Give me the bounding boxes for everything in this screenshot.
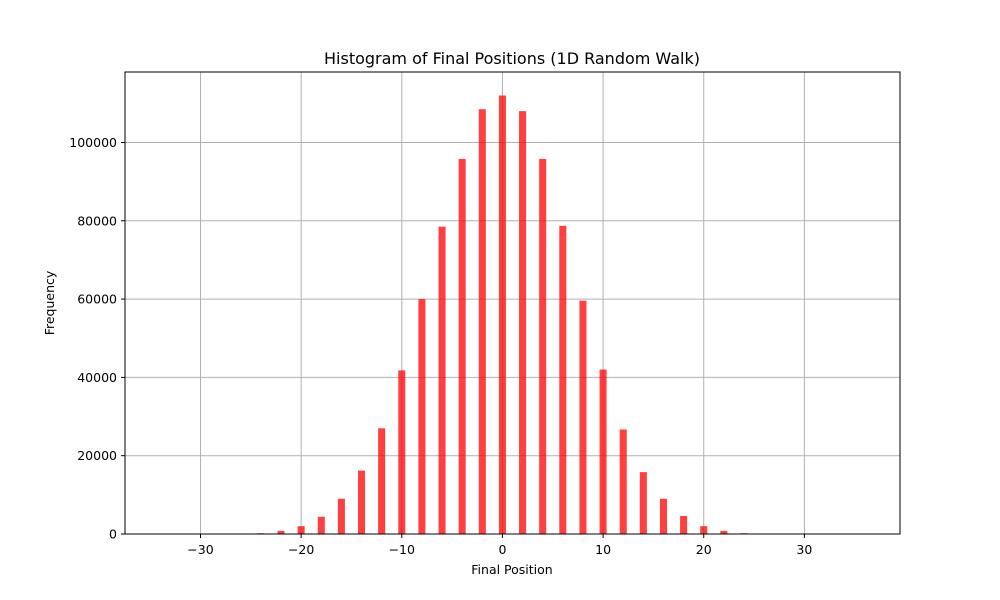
histogram-bar <box>418 299 426 534</box>
plot-frame <box>124 71 901 535</box>
y-tick-label: 60000 <box>77 292 117 307</box>
chart-title: Histogram of Final Positions (1D Random … <box>324 49 700 68</box>
histogram-bar <box>639 472 647 534</box>
y-tick-label: 20000 <box>77 448 117 463</box>
x-axis-ticks: −30 −20 −10 0 10 20 30 <box>187 534 812 557</box>
histogram-bar <box>277 530 285 534</box>
histogram-bar <box>317 516 325 534</box>
x-tick-label: −20 <box>288 542 314 557</box>
x-tick-label: 10 <box>595 542 611 557</box>
y-tick-label: 40000 <box>77 370 117 385</box>
histogram-bar <box>720 530 728 534</box>
histogram-bar <box>337 498 345 534</box>
histogram-bar <box>458 158 466 534</box>
x-tick-label: 0 <box>498 542 506 557</box>
x-tick-label: −10 <box>389 542 415 557</box>
histogram-bar <box>398 370 406 534</box>
histogram-bar <box>559 225 567 534</box>
histogram-bar <box>297 526 305 534</box>
histogram-bar <box>519 111 527 535</box>
histogram-bar <box>700 526 708 534</box>
x-tick-label: 30 <box>796 542 812 557</box>
histogram-bar <box>599 369 607 534</box>
histogram-bar <box>498 95 506 535</box>
histogram-bar <box>378 428 386 534</box>
x-tick-label: −30 <box>187 542 213 557</box>
x-tick-label: 20 <box>696 542 712 557</box>
histogram-bar <box>659 498 667 534</box>
y-tick-label: 80000 <box>77 213 117 228</box>
y-tick-label: 0 <box>109 527 117 542</box>
y-tick-label: 100000 <box>69 135 117 150</box>
y-gridlines <box>125 141 900 535</box>
x-axis-label: Final Position <box>471 562 552 577</box>
histogram-bar <box>539 158 547 534</box>
y-axis-label: Frequency <box>42 270 57 335</box>
y-axis-ticks: 0 20000 40000 60000 80000 100000 <box>69 135 125 542</box>
histogram-bars <box>257 95 748 535</box>
histogram-bar <box>579 300 587 534</box>
histogram-bar <box>478 109 486 534</box>
histogram-bar <box>680 515 688 534</box>
histogram-bar <box>358 470 366 534</box>
histogram-bar <box>619 429 627 534</box>
histogram-bar <box>438 226 446 535</box>
